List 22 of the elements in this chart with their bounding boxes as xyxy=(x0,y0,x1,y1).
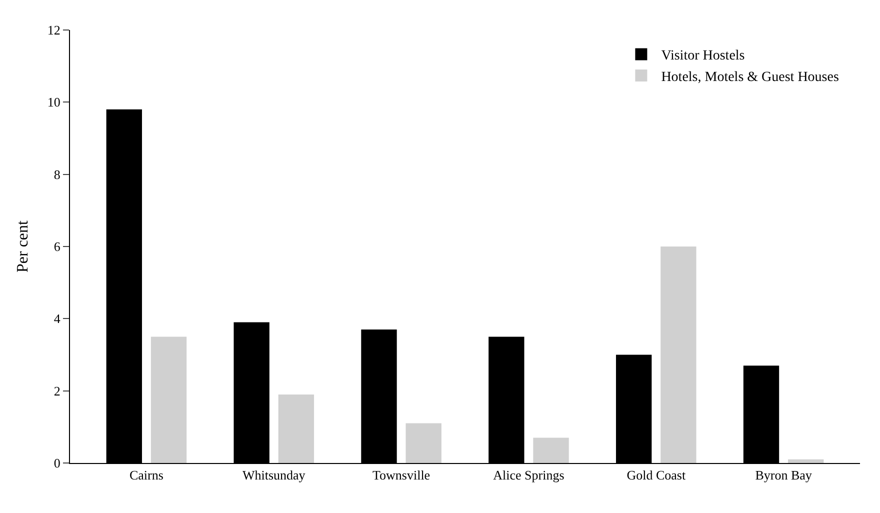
bar xyxy=(406,423,442,463)
x-tick-label: Whitsunday xyxy=(242,468,306,483)
y-tick-label: 6 xyxy=(54,239,61,254)
y-tick-label: 0 xyxy=(54,456,60,471)
y-axis-title: Per cent xyxy=(14,220,32,272)
y-tick-label: 8 xyxy=(54,166,60,182)
legend-label: Hotels, Motels & Guest Houses xyxy=(661,70,839,85)
x-tick-label: Cairns xyxy=(129,468,164,483)
bar xyxy=(660,246,696,463)
x-tick-label: Gold Coast xyxy=(626,468,686,483)
bar xyxy=(278,394,314,463)
legend-label: Visitor Hostels xyxy=(661,48,745,64)
x-tick-label: Byron Bay xyxy=(755,468,812,483)
bar xyxy=(150,336,187,463)
bar xyxy=(788,459,824,463)
y-tick-label: 10 xyxy=(47,94,60,110)
y-tick-label: 2 xyxy=(54,383,60,398)
x-tick-label: Alice Springs xyxy=(493,468,564,483)
y-tick-label: 12 xyxy=(47,22,60,38)
x-tick-label: Townsville xyxy=(372,468,430,483)
y-tick-label: 4 xyxy=(54,311,61,326)
bar xyxy=(533,438,569,463)
